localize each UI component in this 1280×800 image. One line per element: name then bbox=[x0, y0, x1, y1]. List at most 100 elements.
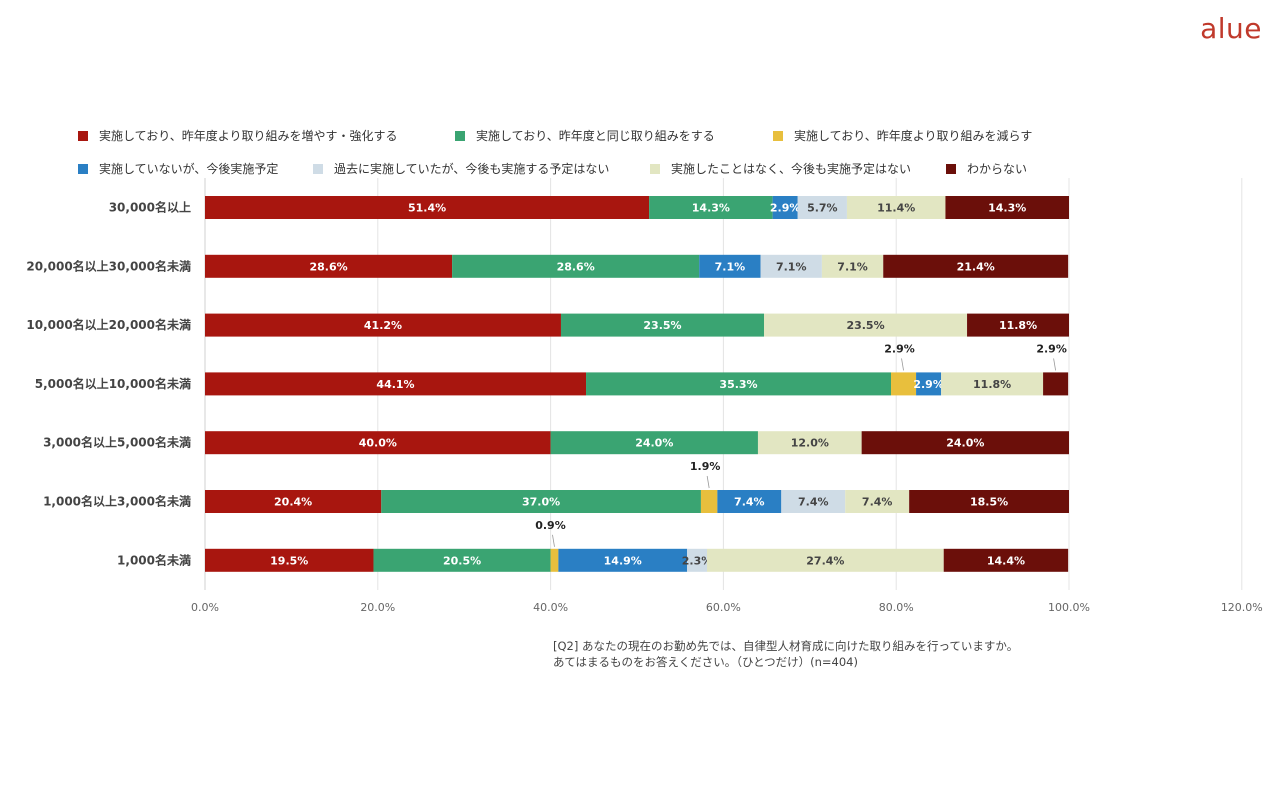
bar-data-label: 7.4% bbox=[798, 496, 829, 509]
callout-label: 0.9% bbox=[535, 519, 566, 532]
x-tick-label: 0.0% bbox=[191, 601, 219, 614]
legend-item-label: わからない bbox=[967, 162, 1027, 176]
bar-data-label: 11.8% bbox=[999, 319, 1037, 332]
bar-segment bbox=[846, 196, 946, 219]
bar-segment bbox=[373, 548, 551, 572]
bar-segment bbox=[452, 254, 700, 278]
bar-segment bbox=[1043, 372, 1069, 396]
callout-leader bbox=[901, 358, 904, 371]
bar-data-label: 7.1% bbox=[837, 260, 868, 273]
chart-bars: 51.4% 14.3% 2.9% 5.7% 11.4% 14.3% 28.6% 28.6% 7.… bbox=[205, 196, 1069, 572]
bar-data-label: 51.4% bbox=[408, 202, 446, 215]
bar-segment bbox=[861, 431, 1069, 455]
bar-data-label: 20.4% bbox=[274, 496, 312, 509]
legend-swatch bbox=[946, 164, 956, 174]
bar-segment bbox=[205, 196, 650, 219]
footnote-line-1: [Q2] あなたの現在のお勤め先では、自律型人材育成に向けた取り組みを行っていま… bbox=[553, 639, 1019, 653]
category-label: 3,000名以上5,000名未満 bbox=[43, 435, 191, 450]
x-tick-label: 120.0% bbox=[1221, 601, 1263, 614]
bar-segment bbox=[205, 431, 551, 455]
legend-item-label: 実施したことはなく、今後も実施予定はない bbox=[671, 161, 911, 176]
legend-swatch bbox=[650, 164, 660, 174]
category-label: 5,000名以上10,000名未満 bbox=[35, 376, 191, 391]
legend-item-label: 過去に実施していたが、今後も実施する予定はない bbox=[334, 161, 609, 176]
bar-segment bbox=[967, 313, 1069, 337]
bar-data-label: 35.3% bbox=[719, 378, 757, 391]
x-tick-label: 20.0% bbox=[360, 601, 395, 614]
category-label: 30,000名以上 bbox=[109, 200, 191, 215]
bar-data-label: 21.4% bbox=[957, 260, 995, 273]
value-axis-ticks: 0.0% 20.0% 40.0% 60.0% 80.0% 100.0% 120.0% bbox=[191, 601, 1263, 614]
chart-legend: 実施しており、昨年度より取り組みを増やす・強化する 実施しており、昨年度と同じ取り… bbox=[78, 128, 1032, 176]
callout-leader bbox=[706, 475, 710, 489]
bar-segment bbox=[586, 372, 892, 396]
bar-data-label: 23.5% bbox=[643, 319, 681, 332]
bar-segment bbox=[558, 548, 688, 572]
legend-swatch bbox=[78, 131, 88, 141]
x-tick-label: 100.0% bbox=[1048, 601, 1090, 614]
bar-data-label: 18.5% bbox=[970, 496, 1008, 509]
bar-data-label: 2.9% bbox=[913, 378, 944, 391]
bar-segment bbox=[845, 490, 910, 513]
category-label: 1,000名未満 bbox=[117, 552, 191, 567]
bar-data-label: 37.0% bbox=[522, 496, 560, 509]
legend-item-label: 実施していないが、今後実施予定 bbox=[99, 161, 278, 176]
legend-item-label: 実施しており、昨年度より取り組みを減らす bbox=[794, 128, 1032, 143]
brand-logo: alue bbox=[1200, 12, 1262, 45]
bar-segment bbox=[550, 548, 559, 572]
callout-leader bbox=[1053, 358, 1057, 371]
bar-data-label: 11.4% bbox=[877, 202, 915, 215]
x-tick-label: 60.0% bbox=[706, 601, 741, 614]
bar-segment bbox=[687, 548, 707, 572]
footnote-line-2: あてはまるものをお答えください。（ひとつだけ）(n=404) bbox=[553, 655, 858, 669]
bar-data-label: 7.1% bbox=[715, 260, 746, 273]
bar-data-label: 28.6% bbox=[309, 260, 347, 273]
bar-segment bbox=[797, 196, 847, 219]
bar-segment bbox=[560, 313, 765, 337]
survey-question-footnote: [Q2] あなたの現在のお勤め先では、自律型人材育成に向けた取り組みを行っていま… bbox=[553, 638, 1018, 670]
bar-data-label: 19.5% bbox=[270, 554, 308, 567]
bar-segment bbox=[941, 372, 1044, 396]
bar-data-label: 5.7% bbox=[807, 202, 838, 215]
bar-data-label: 7.1% bbox=[776, 260, 807, 273]
x-tick-label: 40.0% bbox=[533, 601, 568, 614]
bar-segment bbox=[821, 254, 884, 278]
bar-segment bbox=[649, 196, 773, 219]
bar-segment bbox=[781, 490, 846, 513]
bar-segment bbox=[205, 254, 453, 278]
bar-data-label: 12.0% bbox=[791, 437, 829, 450]
bar-segment bbox=[764, 313, 968, 337]
x-tick-label: 80.0% bbox=[879, 601, 914, 614]
bar-segment bbox=[916, 372, 942, 396]
chart-callouts: 2.9% 2.9% 1.9% 0.9% bbox=[535, 342, 1067, 547]
callout-label: 2.9% bbox=[884, 342, 915, 355]
bar-segment bbox=[706, 548, 944, 572]
legend-swatch bbox=[773, 131, 783, 141]
bar-data-label: 2.3% bbox=[682, 554, 713, 567]
category-label: 20,000名以上30,000名未満 bbox=[26, 258, 191, 273]
legend-item-label: 実施しており、昨年度と同じ取り組みをする bbox=[476, 128, 715, 143]
bar-segment bbox=[757, 431, 862, 455]
bar-data-label: 44.1% bbox=[376, 378, 414, 391]
bar-segment bbox=[883, 254, 1069, 278]
bar-data-label: 24.0% bbox=[946, 437, 984, 450]
bar-data-label: 41.2% bbox=[364, 319, 402, 332]
legend-swatch bbox=[78, 164, 88, 174]
bar-segment bbox=[205, 548, 374, 572]
bar-data-label: 2.9% bbox=[770, 202, 801, 215]
bar-segment bbox=[205, 372, 587, 396]
bar-segment bbox=[717, 490, 782, 513]
bar-data-label: 20.5% bbox=[443, 554, 481, 567]
legend-item-label: 実施しており、昨年度より取り組みを増やす・強化する bbox=[99, 128, 398, 143]
bar-data-label: 23.5% bbox=[846, 319, 884, 332]
category-axis-labels: 30,000名以上 20,000名以上30,000名未満 10,000名以上20,0… bbox=[26, 200, 191, 568]
bar-data-label: 7.4% bbox=[734, 496, 765, 509]
bar-segment bbox=[381, 490, 701, 513]
bar-data-label: 24.0% bbox=[635, 437, 673, 450]
callout-label: 1.9% bbox=[690, 460, 721, 473]
bar-segment bbox=[550, 431, 758, 455]
bar-segment bbox=[943, 548, 1069, 572]
bar-segment bbox=[891, 372, 917, 396]
category-label: 10,000名以上20,000名未満 bbox=[26, 317, 191, 332]
